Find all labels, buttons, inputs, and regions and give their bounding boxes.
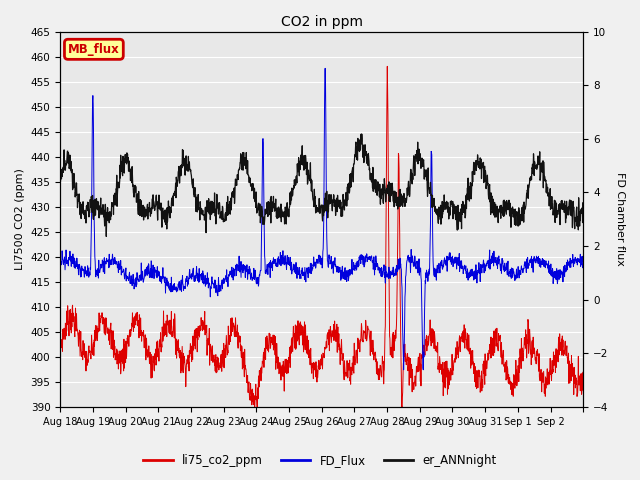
FD_Flux <box>56 261 64 267</box>
er_ANNnight <box>102 234 110 240</box>
li75_co2_ppm <box>383 63 391 69</box>
FD_Flux <box>417 275 425 280</box>
li75_co2_ppm <box>579 369 587 375</box>
er_ANNnight <box>324 197 332 203</box>
er_ANNnight <box>358 131 365 137</box>
er_ANNnight <box>66 152 74 158</box>
li75_co2_ppm <box>253 405 261 411</box>
Title: CO2 in ppm: CO2 in ppm <box>281 15 363 29</box>
Line: er_ANNnight: er_ANNnight <box>60 134 583 237</box>
er_ANNnight <box>293 180 301 186</box>
li75_co2_ppm <box>417 352 425 358</box>
Y-axis label: LI7500 CO2 (ppm): LI7500 CO2 (ppm) <box>15 168 25 270</box>
Line: li75_co2_ppm: li75_co2_ppm <box>60 66 583 408</box>
er_ANNnight <box>56 182 64 188</box>
FD_Flux <box>547 262 554 268</box>
li75_co2_ppm <box>56 331 64 336</box>
Y-axis label: FD Chamber flux: FD Chamber flux <box>615 172 625 266</box>
FD_Flux <box>321 65 329 71</box>
li75_co2_ppm <box>324 336 332 342</box>
FD_Flux <box>419 367 427 372</box>
Legend: li75_co2_ppm, FD_Flux, er_ANNnight: li75_co2_ppm, FD_Flux, er_ANNnight <box>138 449 502 472</box>
FD_Flux <box>293 272 301 278</box>
li75_co2_ppm <box>547 355 554 361</box>
er_ANNnight <box>579 204 587 210</box>
li75_co2_ppm <box>150 355 157 361</box>
er_ANNnight <box>417 158 425 164</box>
FD_Flux <box>66 248 74 254</box>
FD_Flux <box>150 268 157 274</box>
li75_co2_ppm <box>66 320 74 326</box>
Line: FD_Flux: FD_Flux <box>60 68 583 370</box>
er_ANNnight <box>547 186 554 192</box>
FD_Flux <box>324 264 332 269</box>
er_ANNnight <box>150 200 158 206</box>
FD_Flux <box>579 259 587 265</box>
Text: MB_flux: MB_flux <box>68 43 120 56</box>
li75_co2_ppm <box>293 323 301 329</box>
